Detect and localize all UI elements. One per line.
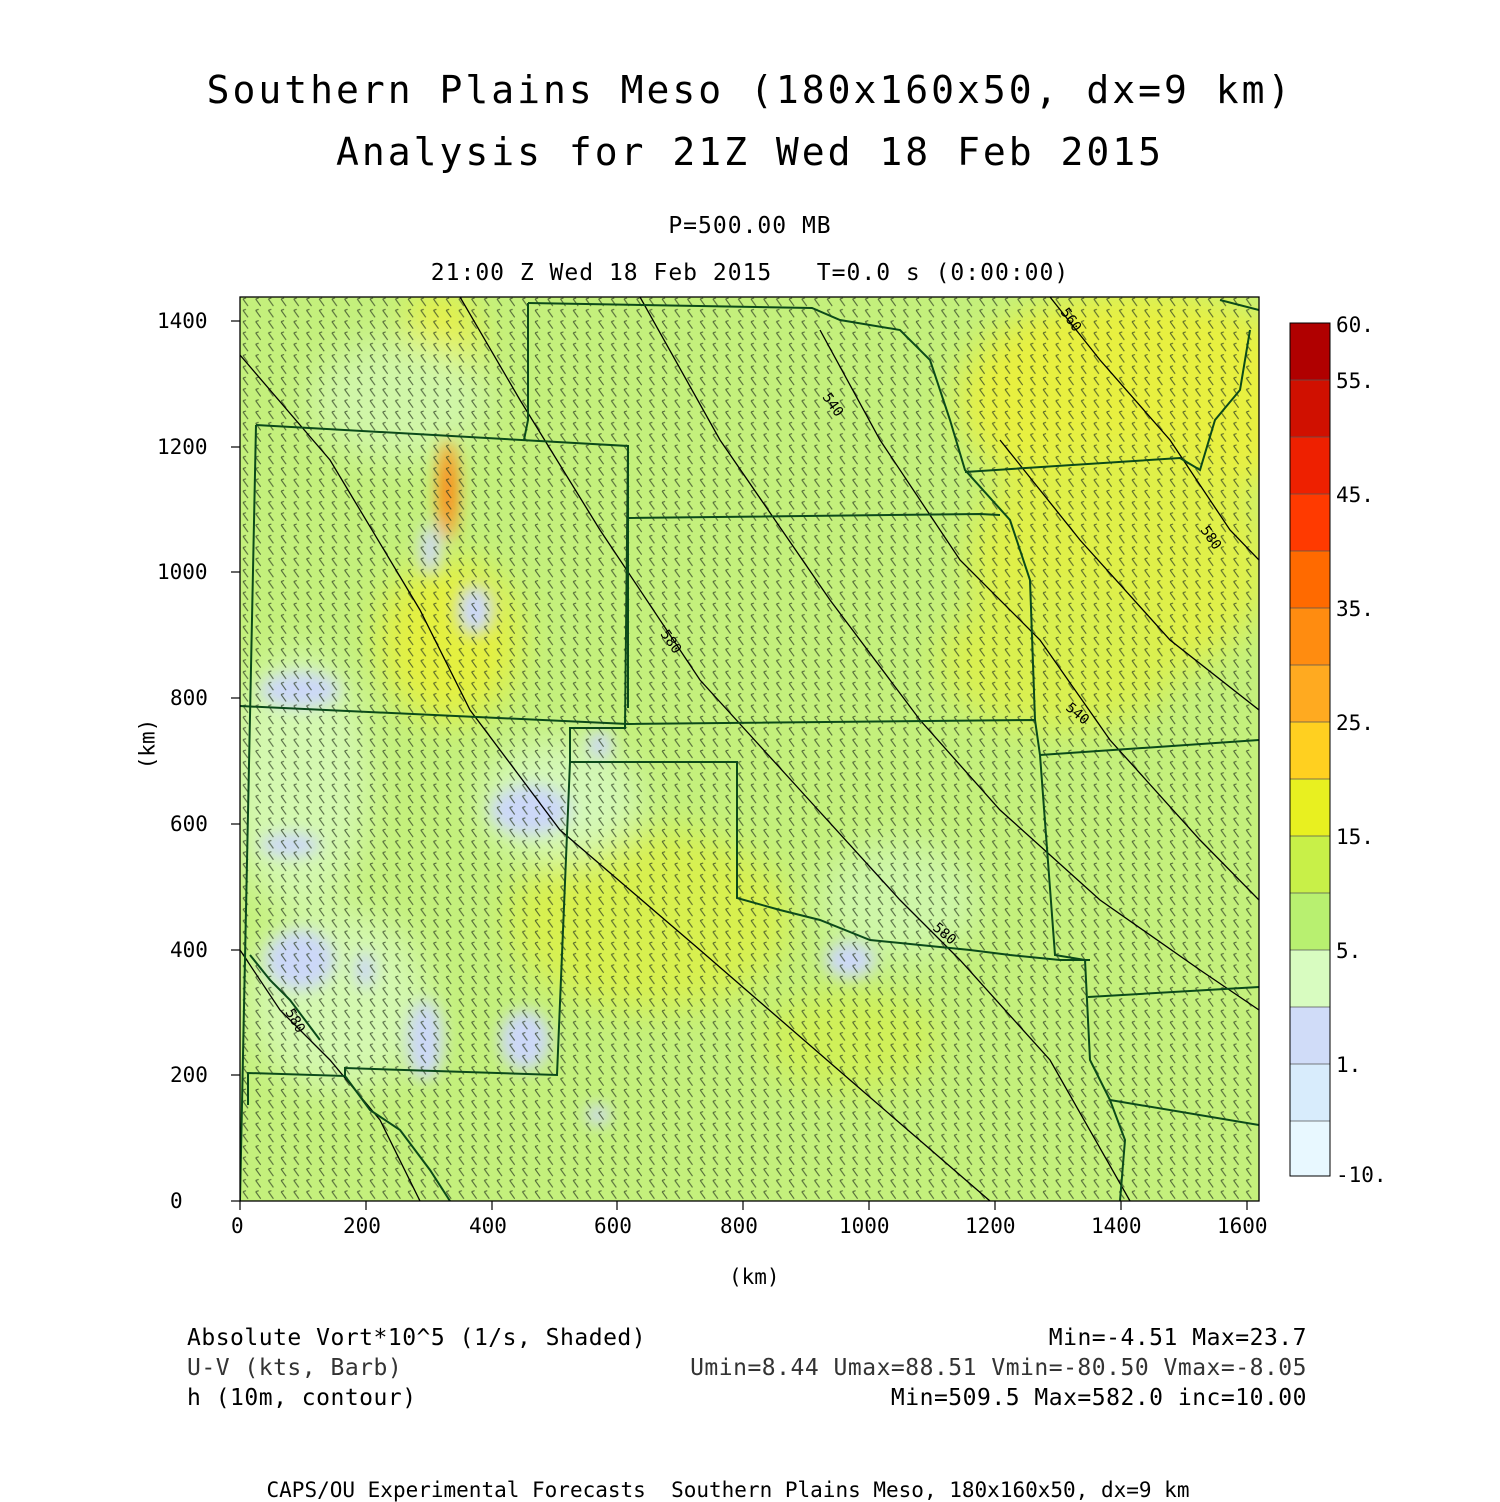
- x-tick-label: 1200: [965, 1214, 1016, 1238]
- colorbar-label: 25.: [1336, 711, 1374, 735]
- y-tick-label: 400: [170, 938, 208, 962]
- x-tick-label: 0: [231, 1214, 244, 1238]
- legend-left-2: U-V (kts, Barb): [187, 1355, 403, 1381]
- y-tick-label: 200: [170, 1063, 208, 1087]
- vorticity-shading: [240, 297, 1259, 1201]
- title-line-2: Analysis for 21Z Wed 18 Feb 2015: [335, 130, 1165, 174]
- colorbar-label: 5.: [1336, 939, 1362, 963]
- colorbar-label: 15.: [1336, 825, 1374, 849]
- y-axis-unit: (km): [135, 718, 160, 770]
- x-tick-label: 1600: [1217, 1214, 1268, 1238]
- legend-right-3: Min=509.5 Max=582.0 inc=10.00: [890, 1385, 1307, 1411]
- subtitle-time: 21:00 Z Wed 18 Feb 2015 T=0.0 s (0:00:00…: [430, 260, 1070, 286]
- colorbar: [1289, 322, 1331, 1177]
- x-axis-unit: (km): [729, 1265, 780, 1289]
- x-tick-label: 1000: [839, 1214, 890, 1238]
- colorbar-label: 55.: [1336, 369, 1374, 393]
- title-line-1: Southern Plains Meso (180x160x50, dx=9 k…: [206, 68, 1294, 112]
- colorbar-label: -10.: [1336, 1163, 1387, 1187]
- y-tick-label: 1400: [157, 309, 208, 333]
- height-contours: [240, 297, 1259, 1201]
- legend-right-1: Min=-4.51 Max=23.7: [1048, 1325, 1307, 1351]
- plot-frame: [239, 296, 1260, 1202]
- x-tick-label: 600: [594, 1214, 632, 1238]
- colorbar-label: 35.: [1336, 597, 1374, 621]
- legend-left-3: h (10m, contour): [187, 1385, 417, 1411]
- subtitle-level: P=500.00 MB: [668, 213, 832, 239]
- x-tick-label: 1400: [1091, 1214, 1142, 1238]
- colorbar-label: 45.: [1336, 483, 1374, 507]
- legend-left-1: Absolute Vort*10^5 (1/s, Shaded): [187, 1325, 647, 1351]
- x-tick-label: 400: [469, 1214, 507, 1238]
- axis-ticks: [231, 320, 1248, 1210]
- y-tick-label: 0: [170, 1189, 183, 1213]
- y-tick-label: 1000: [157, 560, 208, 584]
- colorbar-label: 1.: [1336, 1053, 1362, 1077]
- x-tick-label: 800: [720, 1214, 758, 1238]
- y-tick-label: 600: [170, 812, 208, 836]
- y-tick-label: 1200: [157, 435, 208, 459]
- y-tick-label: 800: [170, 686, 208, 710]
- state-boundaries: [240, 299, 1259, 1201]
- x-tick-label: 200: [343, 1214, 381, 1238]
- colorbar-label: 60.: [1336, 313, 1374, 337]
- legend-right-2: Umin=8.44 Umax=88.51 Vmin=-80.50 Vmax=-8…: [690, 1355, 1307, 1381]
- footer-credit: CAPS/OU Experimental Forecasts Southern …: [266, 1478, 1190, 1502]
